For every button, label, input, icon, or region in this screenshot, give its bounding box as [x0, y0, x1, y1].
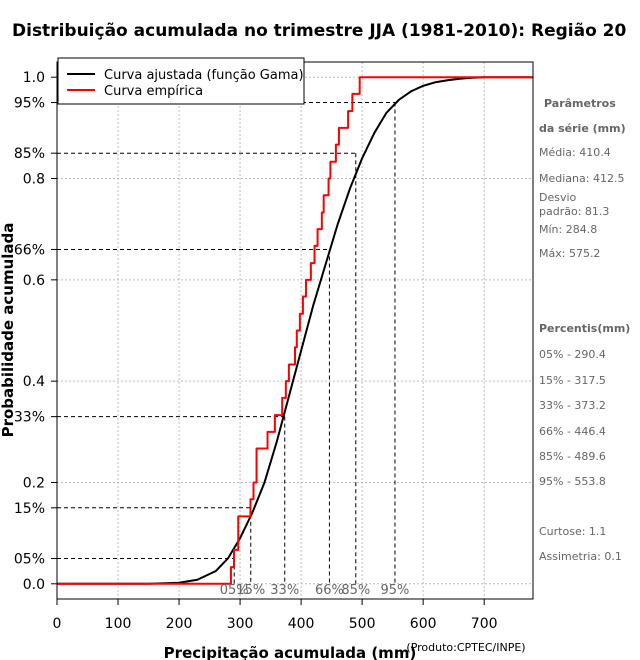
percentile-label-1: 15% — [236, 583, 265, 598]
x-tick-label-1: 100 — [105, 616, 132, 632]
x-tick-label-0: 0 — [53, 616, 62, 632]
x-tick-label-7: 700 — [471, 616, 498, 632]
params-header-line1: Parâmetros — [544, 97, 616, 110]
legend-label-fitted: Curva ajustada (função Gama) — [104, 68, 304, 83]
percentil-85: 85% - 489.6 — [539, 450, 606, 463]
percentile-guide-lines — [57, 102, 396, 584]
stat-median: Mediana: 412.5 — [539, 172, 624, 185]
percentil-66: 66% - 446.4 — [539, 425, 606, 438]
y-tick-label-5: 0.4 — [23, 374, 45, 390]
stat-stddev-line1: Desvio — [539, 191, 577, 204]
legend: Curva ajustada (função Gama) Curva empír… — [57, 57, 305, 105]
y-tick-label-4: 33% — [14, 410, 45, 426]
percentis-header: Percentis(mm) — [539, 322, 630, 335]
y-tick-label-0: 0.0 — [23, 577, 45, 593]
y-tick-label-2: 15% — [14, 501, 45, 517]
percentile-label-2: 33% — [270, 583, 299, 598]
x-tick-label-4: 400 — [288, 616, 315, 632]
percentil-15: 15% - 317.5 — [539, 374, 606, 387]
credit-label: (Produto:CPTEC/INPE) — [406, 641, 525, 654]
y-tick-label-3: 0.2 — [23, 475, 45, 491]
empirical-step-curve — [57, 76, 533, 585]
x-tick-label-5: 500 — [349, 616, 376, 632]
percentile-label-0: 05% — [220, 583, 249, 598]
plot-frame — [56, 61, 534, 600]
y-axis-title: Probabilidade acumulada — [0, 223, 17, 438]
y-tick-label-11: 1.0 — [23, 70, 45, 86]
percentil-33: 33% - 373.2 — [539, 399, 606, 412]
x-tick-label-6: 600 — [410, 616, 437, 632]
grid — [56, 62, 533, 599]
stat-max: Máx: 575.2 — [539, 247, 600, 260]
stat-mean: Média: 410.4 — [539, 146, 611, 159]
percentil-05: 05% - 290.4 — [539, 348, 606, 361]
series-parameters-panel: Parâmetros da série (mm) Média: 410.4 Me… — [539, 97, 630, 563]
stat-skewness: Assimetria: 0.1 — [539, 550, 622, 563]
x-tick-label-2: 200 — [166, 616, 193, 632]
y-tick-label-9: 85% — [14, 146, 45, 162]
percentile-label-3: 66% — [315, 583, 344, 598]
stat-kurtosis: Curtose: 1.1 — [539, 525, 606, 538]
x-axis-title: Precipitação acumulada (mm) — [164, 644, 417, 660]
y-tick-label-10: 95% — [14, 96, 45, 112]
y-tick-label-1: 05% — [14, 551, 45, 567]
y-tick-label-7: 66% — [14, 242, 45, 258]
y-axis: 0.0 05% 15% 0.2 33% 0.4 0.6 66% 0.8 85% 95% 1.0 — [14, 70, 57, 593]
x-axis: 0 100 200 300 400 500 600 700 — [53, 599, 498, 632]
stat-stddev-line2: padrão: 81.3 — [539, 205, 609, 218]
stat-min: Mín: 284.8 — [539, 223, 597, 236]
y-tick-label-6: 0.6 — [23, 273, 45, 289]
chart-title: Distribuição acumulada no trimestre JJA … — [12, 21, 627, 41]
fitted-gamma-curve — [57, 76, 533, 585]
percentil-95: 95% - 553.8 — [539, 475, 606, 488]
params-header-line2: da série (mm) — [539, 122, 626, 135]
x-tick-label-3: 300 — [227, 616, 254, 632]
percentile-labels: 05%15% 33% 66%85% 95% — [220, 583, 410, 598]
series-layer — [57, 76, 533, 585]
percentile-label-5: 95% — [381, 583, 410, 598]
percentile-label-4: 85% — [341, 583, 370, 598]
y-tick-label-8: 0.8 — [23, 172, 45, 188]
legend-label-empirical: Curva empírica — [104, 84, 203, 99]
legend-box — [57, 57, 305, 105]
